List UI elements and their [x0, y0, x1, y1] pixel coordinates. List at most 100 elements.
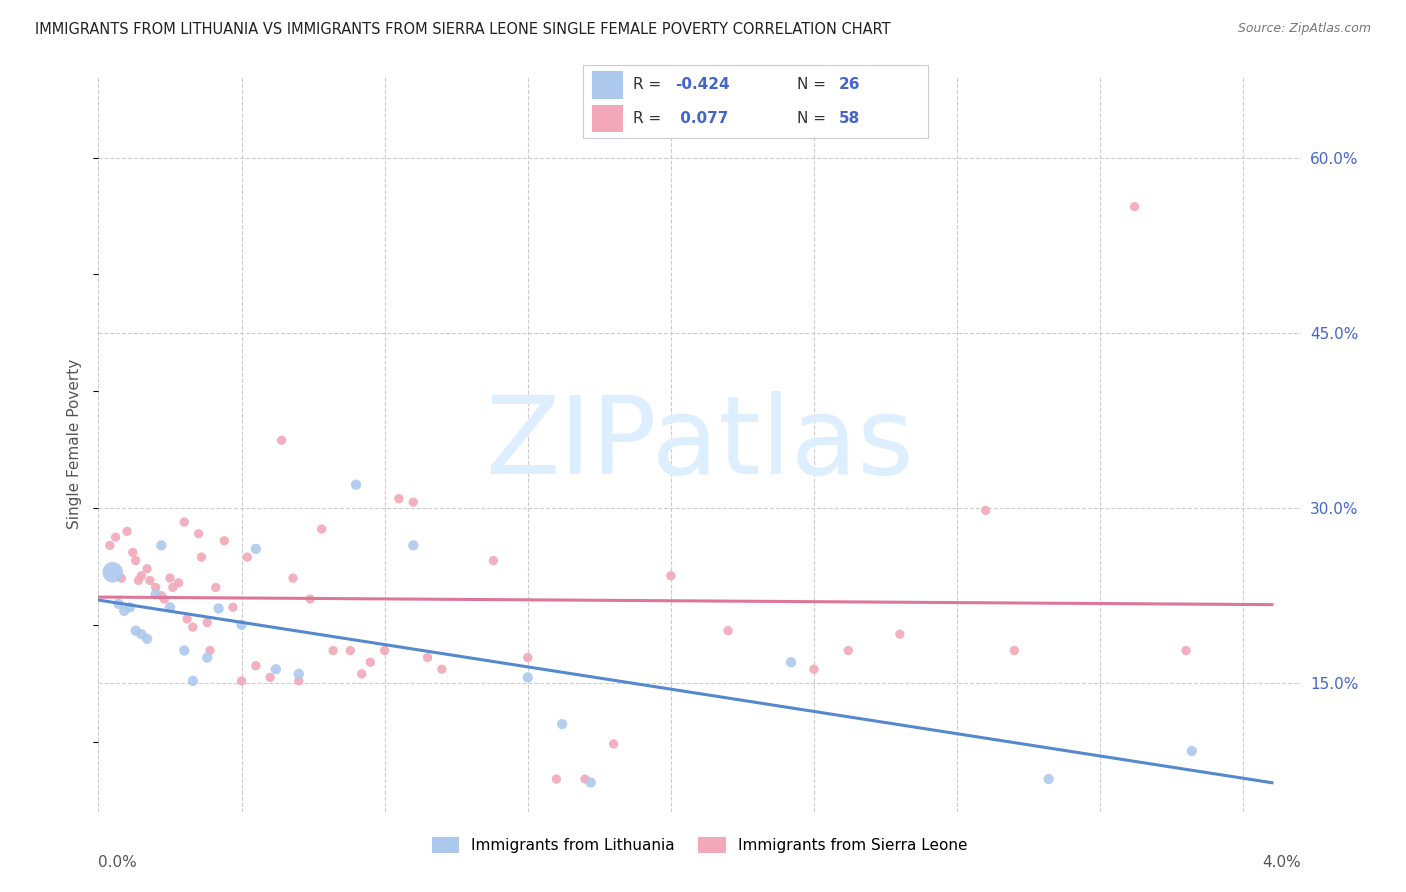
Point	[546, 772, 568, 786]
Point	[259, 670, 281, 684]
Point	[131, 568, 153, 582]
Text: N =: N =	[797, 111, 831, 126]
Point	[551, 717, 574, 731]
Point	[159, 571, 181, 585]
Text: 0.0%: 0.0%	[98, 855, 138, 870]
Point	[131, 627, 153, 641]
Point	[516, 650, 538, 665]
Point	[574, 772, 596, 786]
Point	[245, 541, 267, 556]
Bar	[592, 71, 623, 99]
Point	[176, 612, 198, 626]
Point	[136, 632, 159, 646]
Point	[1038, 772, 1060, 786]
Text: ZIPatlas: ZIPatlas	[485, 391, 914, 497]
Point	[1181, 744, 1204, 758]
Legend: Immigrants from Lithuania, Immigrants from Sierra Leone: Immigrants from Lithuania, Immigrants fr…	[426, 831, 973, 859]
Point	[139, 574, 162, 588]
Point	[311, 522, 333, 536]
Point	[803, 662, 825, 676]
Point	[190, 550, 212, 565]
Point	[974, 503, 997, 517]
Point	[659, 568, 682, 582]
Point	[388, 491, 411, 506]
Point	[167, 575, 190, 590]
Point	[344, 477, 367, 491]
Point	[245, 658, 267, 673]
Point	[153, 592, 176, 607]
Point	[579, 775, 602, 789]
Point	[359, 655, 381, 669]
Point	[162, 581, 184, 595]
Point	[482, 553, 505, 567]
Point	[115, 524, 138, 539]
Point	[208, 601, 231, 615]
Text: 4.0%: 4.0%	[1261, 855, 1301, 870]
Point	[717, 624, 740, 638]
Text: 58: 58	[838, 111, 859, 126]
Text: R =: R =	[634, 111, 666, 126]
Point	[516, 670, 538, 684]
Point	[602, 737, 624, 751]
Text: -0.424: -0.424	[675, 78, 730, 93]
Point	[231, 673, 253, 688]
Text: N =: N =	[797, 78, 831, 93]
Point	[98, 538, 121, 552]
Point	[322, 643, 344, 657]
Point	[264, 662, 287, 676]
Point	[159, 600, 181, 615]
Point	[281, 571, 304, 585]
Text: Source: ZipAtlas.com: Source: ZipAtlas.com	[1237, 22, 1371, 36]
Point	[402, 495, 425, 509]
Point	[145, 587, 167, 601]
Text: IMMIGRANTS FROM LITHUANIA VS IMMIGRANTS FROM SIERRA LEONE SINGLE FEMALE POVERTY : IMMIGRANTS FROM LITHUANIA VS IMMIGRANTS …	[35, 22, 891, 37]
Point	[112, 604, 135, 618]
Bar	[592, 104, 623, 132]
Point	[124, 553, 146, 567]
Point	[1002, 643, 1025, 657]
Text: R =: R =	[634, 78, 666, 93]
Point	[231, 617, 253, 632]
Point	[837, 643, 859, 657]
Y-axis label: Single Female Poverty: Single Female Poverty	[67, 359, 83, 529]
Point	[350, 666, 373, 681]
Point	[287, 673, 309, 688]
Point	[181, 620, 204, 634]
Text: 0.077: 0.077	[675, 111, 728, 126]
Point	[150, 589, 173, 603]
Point	[173, 643, 195, 657]
Point	[1123, 200, 1146, 214]
Point	[150, 538, 173, 552]
Point	[222, 600, 245, 615]
Point	[889, 627, 911, 641]
Point	[101, 566, 124, 580]
Point	[107, 597, 129, 611]
Point	[124, 624, 146, 638]
Point	[121, 545, 143, 559]
Point	[187, 526, 209, 541]
Point	[430, 662, 453, 676]
Point	[236, 550, 259, 565]
Point	[195, 615, 218, 630]
Point	[780, 655, 803, 669]
Text: 26: 26	[838, 78, 860, 93]
Point	[1175, 643, 1198, 657]
Point	[136, 562, 159, 576]
Point	[104, 530, 127, 544]
Point	[270, 434, 292, 448]
Point	[195, 650, 218, 665]
Point	[118, 600, 141, 615]
Point	[198, 643, 221, 657]
Point	[402, 538, 425, 552]
Point	[287, 666, 309, 681]
Point	[339, 643, 361, 657]
Point	[214, 533, 236, 548]
Point	[299, 592, 322, 607]
Point	[204, 581, 226, 595]
Point	[128, 574, 150, 588]
Point	[374, 643, 396, 657]
Point	[181, 673, 204, 688]
Point	[110, 571, 132, 585]
Point	[173, 515, 195, 529]
Point	[145, 581, 167, 595]
